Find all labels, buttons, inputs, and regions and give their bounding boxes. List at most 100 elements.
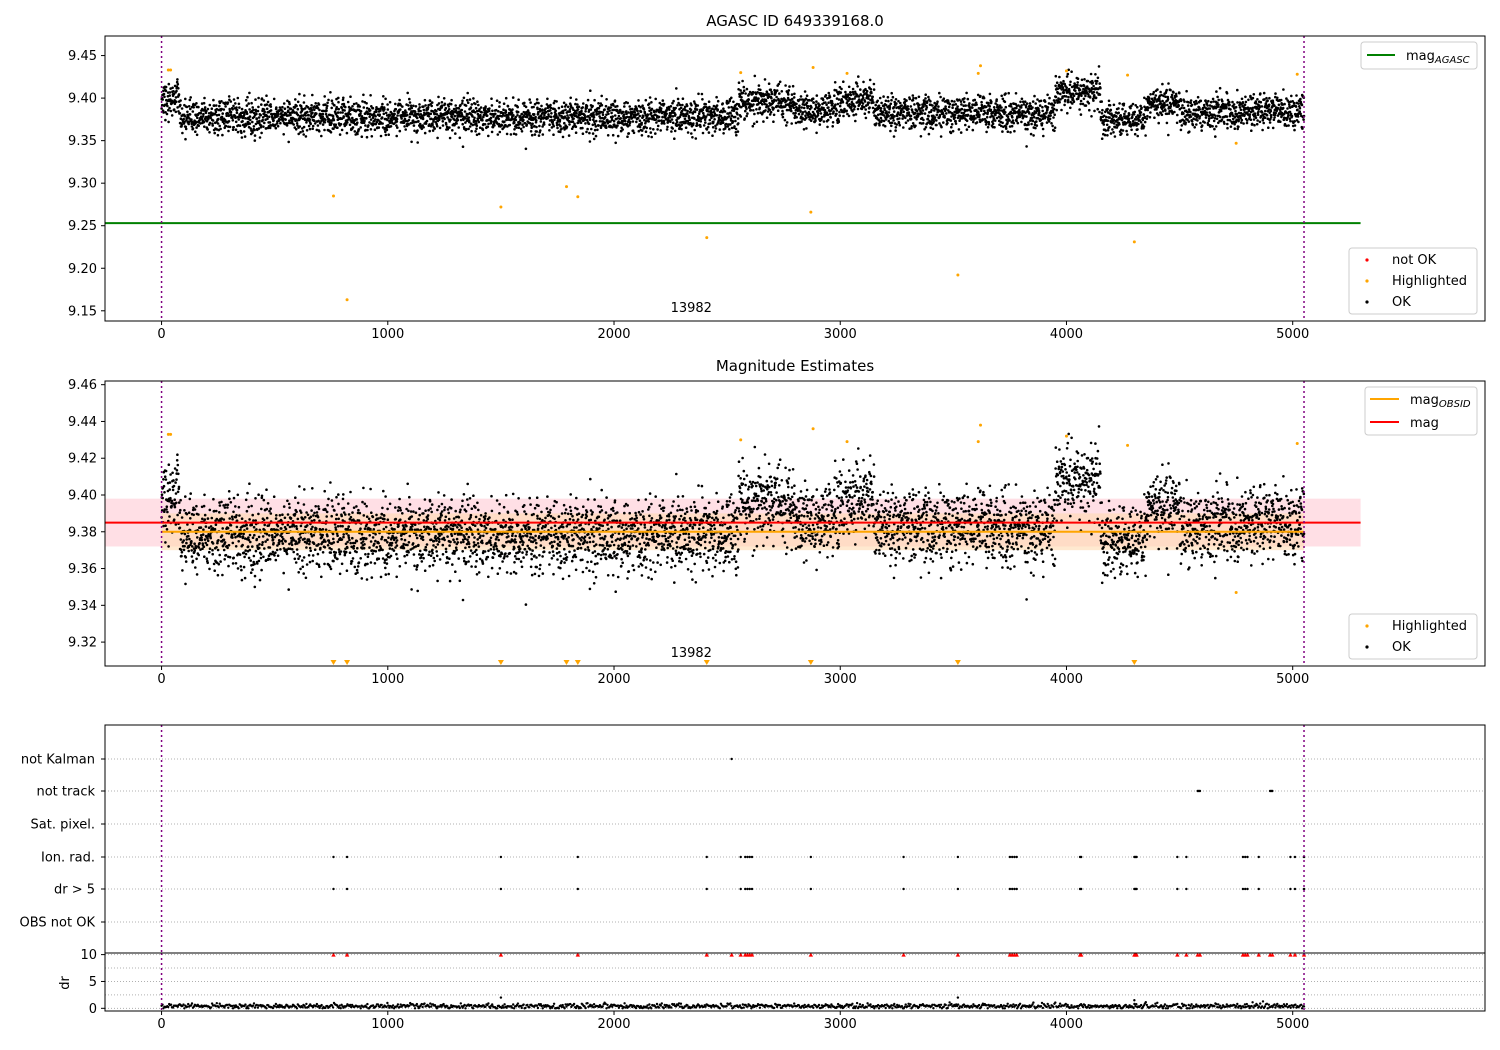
ok-point: [295, 104, 298, 108]
ok-point: [197, 124, 200, 128]
ok-point: [625, 122, 629, 126]
ok-point: [972, 114, 976, 118]
ok-point: [812, 101, 815, 104]
ok-point: [251, 131, 254, 134]
ok-point: [791, 84, 795, 88]
ok-point: [1007, 91, 1010, 95]
ok-point: [824, 101, 827, 104]
ok-point: [852, 113, 855, 117]
ok-point: [783, 118, 787, 122]
ok-point: [806, 105, 810, 108]
ok-point: [675, 120, 679, 124]
ok-point: [1001, 97, 1005, 101]
ok-point: [516, 114, 519, 117]
ok-point: [648, 96, 652, 99]
ok-point: [1147, 97, 1151, 101]
ok-point: [165, 112, 169, 116]
ok-point: [571, 120, 575, 123]
ok-point: [533, 133, 537, 136]
ok-point: [818, 103, 821, 107]
ok-point: [1191, 123, 1195, 127]
ok-point: [592, 115, 596, 119]
ok-point: [1167, 82, 1170, 85]
ok-point: [691, 136, 694, 139]
ok-point: [486, 125, 490, 129]
ok-point: [623, 105, 626, 108]
ok-point: [467, 116, 471, 119]
ok-point: [593, 122, 597, 126]
ok-point: [552, 124, 555, 128]
ok-point: [987, 123, 991, 126]
ok-point: [758, 106, 762, 110]
ok-point: [1195, 102, 1199, 105]
ok-point: [1000, 94, 1003, 98]
ok-point: [566, 114, 569, 117]
ok-point: [1092, 99, 1095, 102]
ok-point: [1229, 108, 1232, 111]
ok-point: [573, 111, 576, 115]
ok-point: [1244, 100, 1248, 104]
ok-point: [752, 122, 756, 125]
ok-point: [457, 107, 461, 110]
ok-point: [1245, 119, 1249, 122]
ok-point: [436, 103, 439, 107]
ok-point: [389, 125, 393, 128]
ok-point: [412, 104, 415, 108]
ok-point: [484, 105, 487, 108]
ok-point: [965, 128, 969, 131]
ok-point: [665, 112, 668, 115]
ok-point: [430, 101, 434, 104]
ok-point: [1058, 75, 1061, 79]
ok-point: [1032, 115, 1036, 119]
ok-point: [234, 120, 238, 124]
ok-point: [1161, 82, 1164, 86]
ok-point: [318, 108, 321, 112]
ok-point: [298, 125, 302, 128]
ok-point: [225, 114, 228, 117]
ok-point: [365, 116, 368, 120]
ok-point: [297, 132, 301, 136]
ok-point: [300, 114, 303, 117]
ok-point: [556, 126, 559, 130]
ok-point: [1214, 125, 1218, 128]
ok-point: [219, 127, 222, 131]
ok-point: [985, 105, 988, 109]
ok-point: [195, 126, 198, 129]
ok-point: [517, 98, 520, 101]
ok-point: [1126, 133, 1129, 136]
ok-point: [402, 121, 406, 124]
ok-point: [1182, 106, 1186, 110]
ok-point: [647, 102, 651, 105]
ok-point: [945, 112, 948, 115]
ok-point: [1035, 120, 1038, 123]
ok-point: [1043, 100, 1047, 103]
ok-point: [790, 109, 793, 113]
ok-point: [504, 123, 507, 127]
ok-point: [334, 112, 338, 116]
ok-point: [248, 108, 251, 111]
ok-point: [544, 110, 548, 114]
ok-point: [1039, 99, 1043, 103]
ok-point: [727, 106, 731, 109]
ok-point: [1255, 122, 1259, 126]
ok-point: [769, 110, 773, 114]
ok-point: [568, 120, 571, 123]
ok-point: [1078, 88, 1082, 92]
ok-point: [488, 107, 491, 110]
ok-point: [1229, 125, 1233, 128]
ok-point: [890, 98, 893, 102]
ok-point: [476, 100, 479, 103]
ok-point: [330, 99, 334, 102]
ok-point: [1009, 102, 1013, 106]
ok-point: [1108, 104, 1112, 107]
ok-point: [531, 122, 534, 126]
ok-point: [798, 104, 801, 108]
ok-point: [625, 112, 628, 115]
ok-point: [1041, 109, 1044, 113]
ok-point: [257, 116, 261, 119]
ok-point: [781, 115, 785, 119]
ok-point: [490, 130, 494, 134]
ok-point: [894, 98, 898, 101]
ok-point: [479, 106, 483, 109]
ok-point: [461, 145, 465, 148]
